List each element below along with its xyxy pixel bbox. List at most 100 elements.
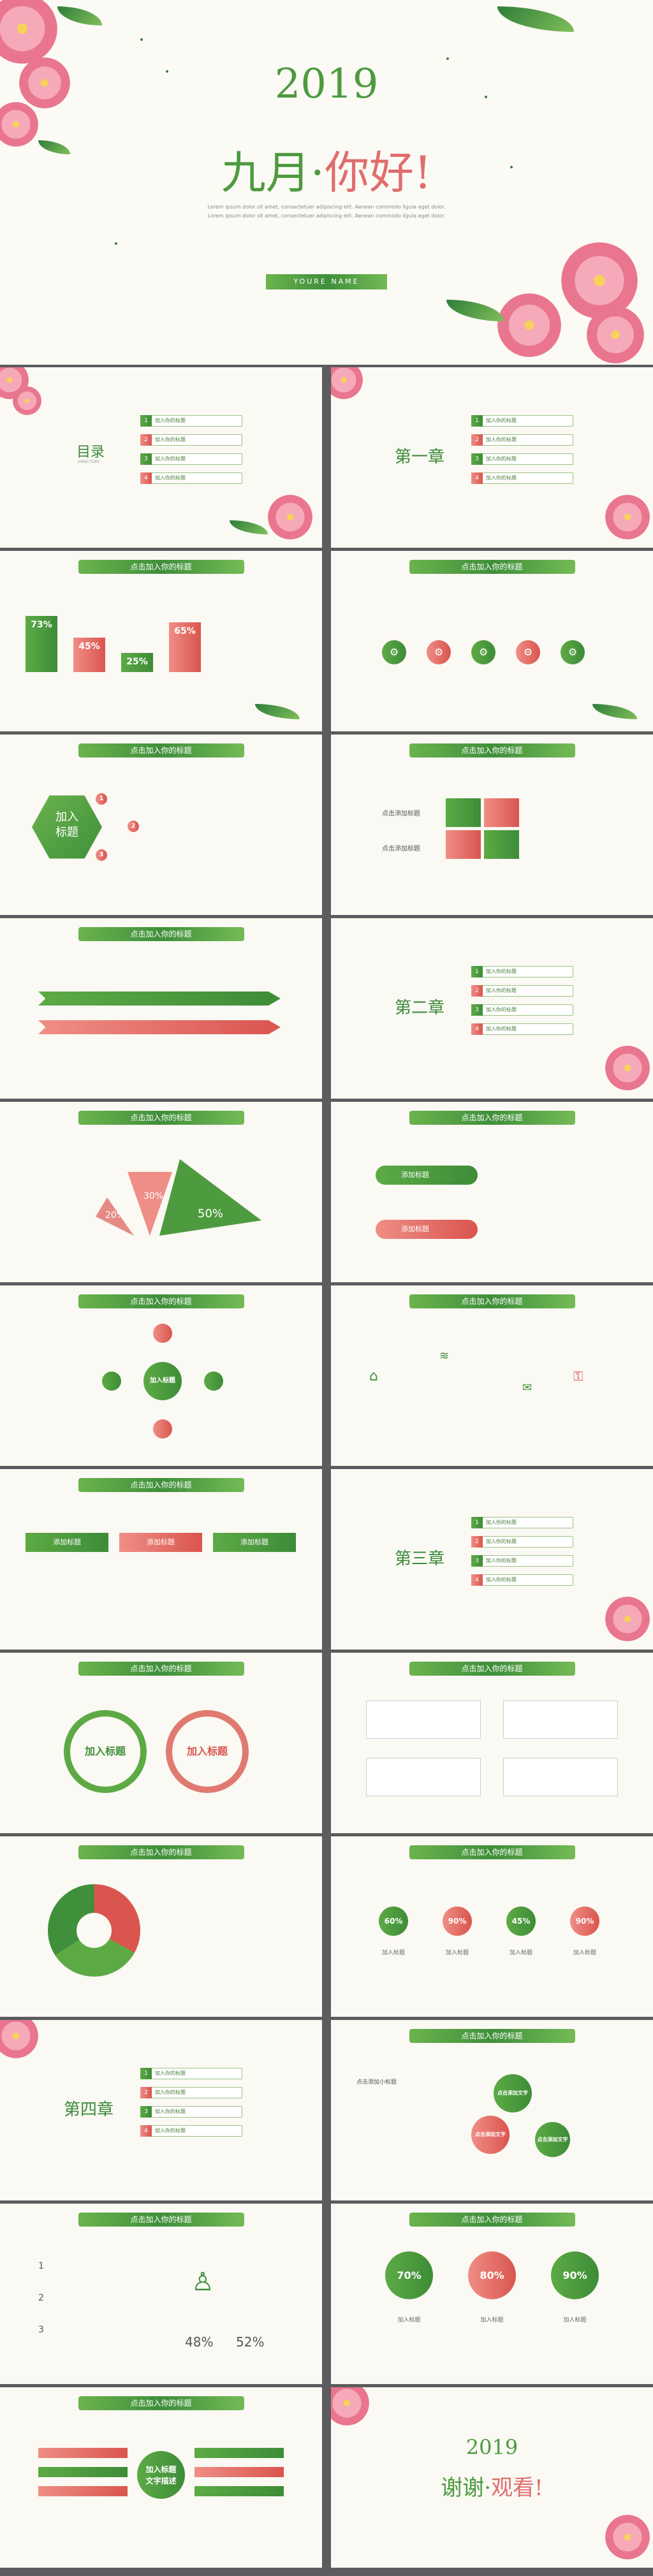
toc-num: 1	[471, 415, 483, 427]
add-title-box[interactable]: 添加标题	[213, 1533, 296, 1552]
stat-circle: 90%	[570, 1906, 599, 1936]
compare-box	[366, 1701, 481, 1739]
small-title: 点击添加小标题	[356, 2079, 397, 2086]
stat-circle: 90%	[443, 1906, 472, 1936]
add-title-block[interactable]: 添加标题	[376, 1166, 478, 1185]
toc-slide: 目录 DIRECTORY 1 加入你的标题 2 加入你的标题 3 加入你的标题 4 加入…	[0, 367, 322, 548]
toc-item[interactable]: 4 加入你的标题	[471, 1023, 573, 1035]
toc-item[interactable]: 3 加入你的标题	[140, 453, 242, 465]
step-badge: 3	[96, 849, 107, 861]
dot-decoration	[140, 38, 143, 41]
leaf-decoration	[255, 704, 300, 719]
add-title-box[interactable]: 添加标题	[26, 1533, 108, 1552]
stat-circle: 60%	[379, 1906, 408, 1936]
flower-decoration	[587, 306, 644, 363]
stat-label: 加入标题	[573, 1950, 596, 1956]
toc-item[interactable]: 4 加入你的标题	[471, 472, 573, 484]
toc-num: 3	[471, 1555, 483, 1567]
center-node-label: 加入标题	[150, 1377, 175, 1384]
toc-item[interactable]: 1 加入你的标题	[471, 1517, 573, 1528]
toc-item[interactable]: 2 加入你的标题	[471, 985, 573, 997]
cross-quadrant	[446, 830, 481, 859]
toc-label: 加入你的标题	[486, 437, 517, 443]
slide-title: 点击加入你的标题	[78, 2213, 244, 2227]
gear-left-label: 加入标题	[84, 1745, 126, 1757]
leaf-decoration	[57, 6, 102, 26]
gears-slide: 点击加入你的标题 加入标题 加入标题	[0, 1653, 322, 1833]
cover-year: 2019	[274, 61, 379, 108]
chapter-slide-4: 第四章 1 加入你的标题 2 加入你的标题 3 加入你的标题 4 加入你的标题	[0, 2020, 322, 2200]
chapter-title: 第三章	[395, 1549, 445, 1569]
slide-title: 点击加入你的标题	[409, 1294, 575, 1308]
blocks-slide: 点击加入你的标题 添加标题 添加标题	[331, 1102, 653, 1282]
flower-decoration	[331, 2387, 369, 2426]
flower-decoration	[605, 495, 650, 539]
drop-shape: 70%	[385, 2251, 433, 2299]
ring-center	[77, 1913, 112, 1948]
toc-num: 4	[140, 2125, 152, 2137]
toc-label: 加入你的标题	[155, 437, 186, 443]
gear-node: 点击添加文字	[471, 2116, 510, 2154]
name-button[interactable]: YOURE NAME	[266, 274, 387, 289]
person-icon: ♙	[191, 2267, 214, 2297]
toc-item[interactable]: 4 加入你的标题	[471, 1574, 573, 1586]
toc-item[interactable]: 1 加入你的标题	[140, 415, 242, 427]
cover-title-dot: ·	[310, 147, 325, 199]
toc-num: 1	[471, 1517, 483, 1528]
cross-quadrant	[484, 830, 519, 859]
toc-item[interactable]: 1 加入你的标题	[471, 966, 573, 977]
toc-item[interactable]: 4 加入你的标题	[140, 472, 242, 484]
drop-shape: 90%	[551, 2251, 599, 2299]
cross-slide: 点击加入你的标题 点击添加标题 点击添加标题	[331, 735, 653, 915]
toc-num: 4	[471, 472, 483, 484]
gear-node: 点击添加文字	[494, 2074, 532, 2112]
gear-icon: ⚙	[471, 640, 495, 664]
toc-item[interactable]: 2 加入你的标题	[471, 1536, 573, 1548]
add-title-label: 点击添加标题	[382, 845, 420, 853]
drop-label: 加入标题	[397, 2317, 421, 2324]
compare-box	[366, 1758, 481, 1796]
stat-label: 加入标题	[445, 1950, 469, 1956]
toc-item[interactable]: 3 加入你的标题	[471, 1555, 573, 1567]
icon-grid-slide: 点击加入你的标题 ⌂ ≋ ✉ ⚿	[331, 1285, 653, 1466]
fan-label: 30%	[143, 1191, 164, 1201]
thanks-text-dot: ·	[484, 2475, 492, 2501]
toc-item[interactable]: 3 加入你的标题	[140, 2106, 242, 2118]
list-num: 3	[38, 2325, 44, 2335]
thanks-text: 谢谢·观看!	[331, 2470, 653, 2501]
add-title-box[interactable]: 添加标题	[119, 1533, 202, 1552]
compare-box	[503, 1701, 618, 1739]
stat-label: 加入标题	[381, 1950, 405, 1956]
leaf-decoration	[592, 704, 637, 719]
dot-decoration	[510, 166, 513, 168]
cover-subtitle: Lorem ipsum dolor sit amet, consectetuer…	[207, 204, 446, 219]
toc-item[interactable]: 2 加入你的标题	[140, 2087, 242, 2098]
list-slide: 点击加入你的标题 加入标题 文字描述	[0, 2387, 322, 2568]
arrow-band	[38, 1020, 281, 1034]
toc-item[interactable]: 4 加入你的标题	[140, 2125, 242, 2137]
add-title-block[interactable]: 添加标题	[376, 1220, 478, 1239]
toc-item[interactable]: 1 加入你的标题	[471, 415, 573, 427]
center-circle-label-b: 文字描述	[145, 2477, 177, 2485]
dot-decoration	[485, 96, 487, 98]
gear-icon: ⚙	[561, 640, 585, 664]
toc-num: 2	[471, 434, 483, 446]
slide-title: 点击加入你的标题	[409, 1845, 575, 1859]
cover-title: 九月·你好!	[0, 137, 653, 201]
toc-item[interactable]: 3 加入你的标题	[471, 453, 573, 465]
dot-decoration	[446, 57, 449, 60]
fan-label: 20%	[105, 1210, 126, 1220]
toc-item[interactable]: 3 加入你的标题	[471, 1004, 573, 1016]
toc-label: 加入你的标题	[155, 475, 186, 481]
toc-item[interactable]: 1 加入你的标题	[140, 2068, 242, 2079]
toc-item[interactable]: 2 加入你的标题	[471, 434, 573, 446]
node	[153, 1419, 172, 1438]
toc-label: 加入你的标题	[155, 2109, 186, 2114]
toc-label: 加入你的标题	[486, 1007, 517, 1013]
toc-num: 1	[471, 966, 483, 977]
toc-num: 1	[140, 2068, 152, 2079]
arrow-slide: 点击加入你的标题	[0, 918, 322, 1099]
thanks-text-b: 观看!	[491, 2475, 543, 2501]
toc-item[interactable]: 2 加入你的标题	[140, 434, 242, 446]
bar-label: 25%	[126, 657, 148, 667]
